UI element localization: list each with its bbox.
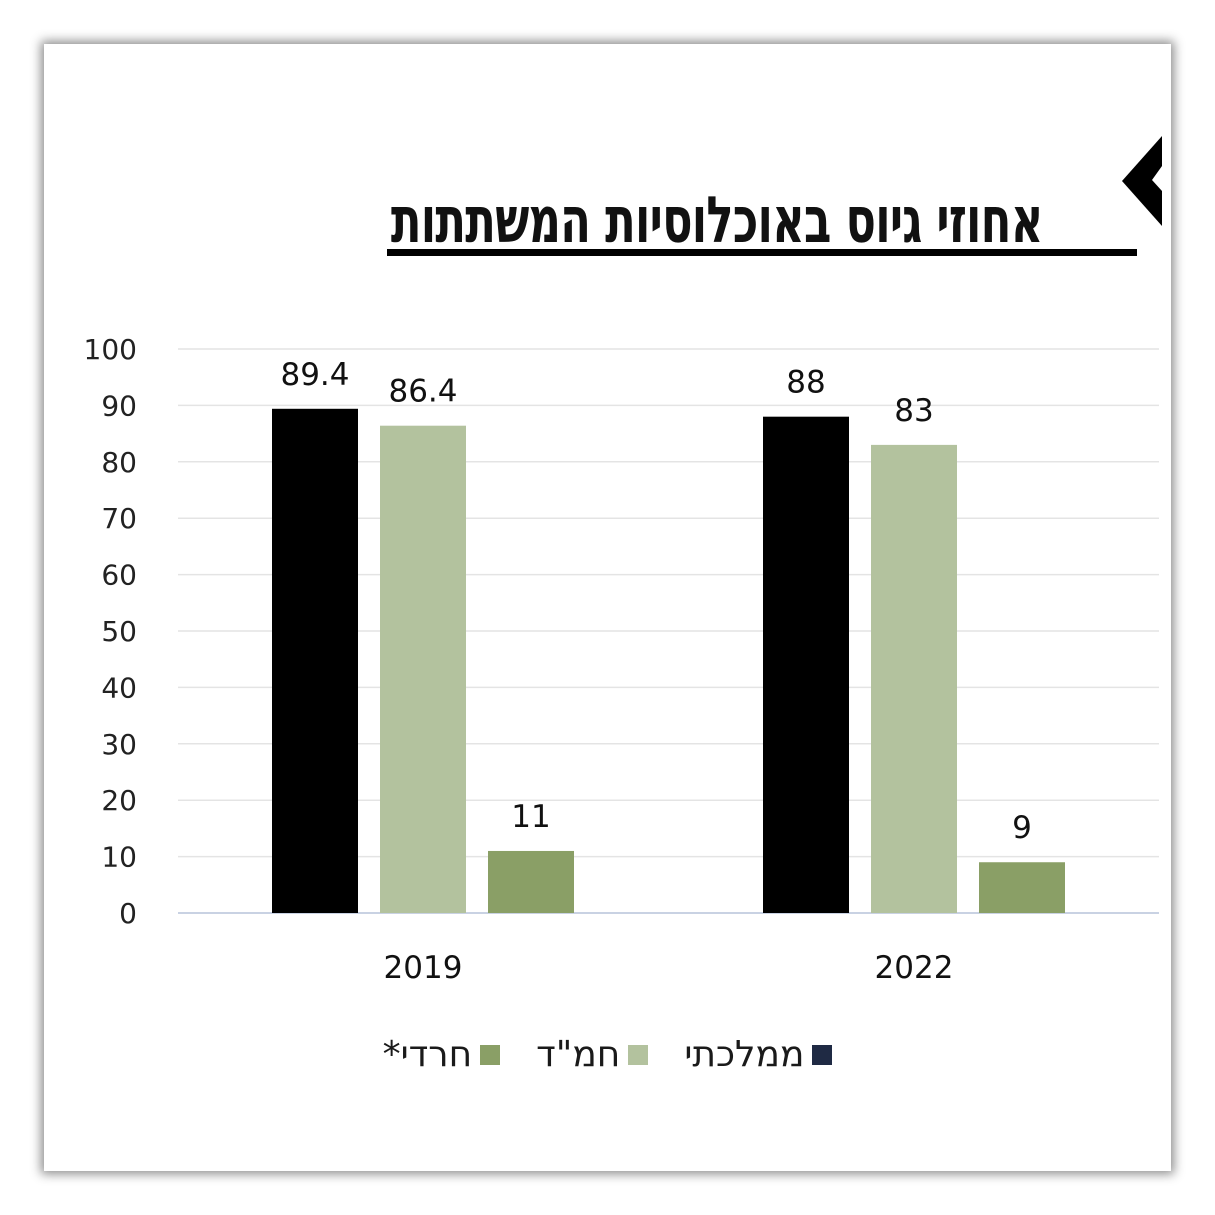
y-tick-label: 90 bbox=[101, 389, 137, 422]
y-tick-label: 100 bbox=[84, 333, 137, 366]
y-tick-label: 30 bbox=[101, 728, 137, 761]
y-tick-label: 10 bbox=[101, 841, 137, 874]
data-label: 88 bbox=[786, 365, 825, 401]
y-tick-label: 70 bbox=[101, 502, 137, 535]
legend-label-haredi: חרדי* bbox=[382, 1034, 473, 1075]
x-axis-ticks: 2019 2022 bbox=[384, 950, 954, 986]
chart-title: אחוזי גיוס באוכלוסיות המשתתות bbox=[391, 184, 1044, 258]
legend-swatch-hamad bbox=[628, 1044, 649, 1065]
y-tick-label: 50 bbox=[101, 615, 137, 648]
chart-card: אחוזי גיוס באוכלוסיות המשתתות 0 10 20 30 40 5… bbox=[44, 44, 1171, 1171]
legend-label-mamlachti: ממלכתי bbox=[684, 1034, 805, 1075]
y-tick-label: 0 bbox=[119, 897, 137, 930]
data-labels: 89.4 86.4 11 88 83 9 bbox=[280, 357, 1031, 846]
y-tick-label: 60 bbox=[101, 559, 137, 592]
title-underline bbox=[387, 249, 1137, 256]
y-tick-label: 80 bbox=[101, 446, 137, 479]
bar bbox=[272, 408, 358, 913]
x-tick-label: 2019 bbox=[384, 950, 463, 986]
x-tick-label: 2022 bbox=[875, 950, 954, 986]
bar bbox=[871, 444, 957, 913]
data-label: 9 bbox=[1012, 810, 1032, 846]
y-tick-label: 20 bbox=[101, 784, 137, 817]
legend-item-hamad: חמ"ד bbox=[536, 1034, 649, 1075]
legend-label-hamad: חמ"ד bbox=[536, 1034, 621, 1075]
data-label: 89.4 bbox=[280, 357, 349, 393]
y-tick-label: 40 bbox=[101, 671, 137, 704]
bar-chart: 0 10 20 30 40 50 60 70 80 90 100 89.4 86.4 11 88 83 9 2… bbox=[84, 333, 1159, 986]
data-label: 86.4 bbox=[388, 374, 457, 410]
bar bbox=[380, 425, 466, 913]
legend-swatch-haredi bbox=[480, 1044, 501, 1065]
legend: ממלכתי חמ"ד חרדי* bbox=[44, 1034, 1171, 1075]
bar bbox=[763, 416, 849, 913]
title-arrow-icon bbox=[1122, 136, 1162, 226]
data-label: 11 bbox=[511, 799, 550, 835]
bar bbox=[979, 862, 1065, 913]
bars bbox=[272, 408, 1065, 913]
legend-swatch-mamlachti bbox=[812, 1044, 833, 1065]
legend-item-haredi: חרדי* bbox=[383, 1034, 501, 1075]
legend-item-mamlachti: ממלכתי bbox=[684, 1034, 833, 1075]
bar bbox=[488, 850, 574, 913]
data-label: 83 bbox=[894, 393, 933, 429]
y-axis-ticks: 0 10 20 30 40 50 60 70 80 90 100 bbox=[84, 333, 137, 930]
